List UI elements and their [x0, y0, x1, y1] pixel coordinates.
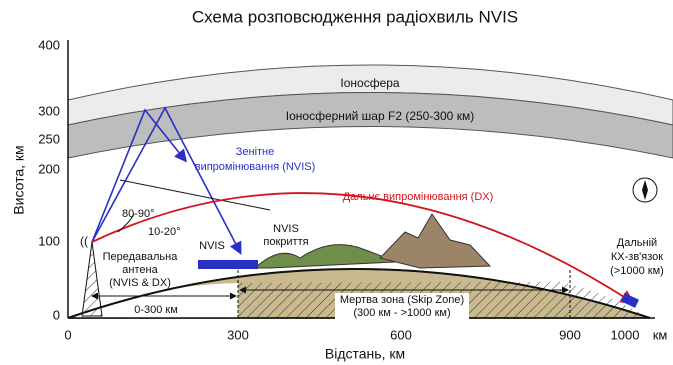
- nvis-coverage-label: NVIS: [273, 223, 299, 235]
- ionosphere-label: Іоносфера: [340, 76, 400, 90]
- range-label: 0-300 км: [134, 304, 178, 316]
- y-axis-label: Висота, км: [11, 145, 27, 214]
- antenna-tower: [82, 242, 102, 316]
- angle-high-label: 80-90°: [122, 208, 155, 220]
- antenna-label: Передавальна: [103, 251, 179, 263]
- x-tick-label: 1000: [611, 327, 640, 342]
- x-tick-label: 900: [559, 327, 581, 342]
- y-tick-label: 400: [38, 37, 60, 52]
- y-tick-label: 200: [38, 161, 60, 176]
- skip-zone-label: Мертва зона (Skip Zone): [340, 294, 464, 306]
- f2-label: Іоносферний шар F2 (250-300 км): [286, 109, 474, 123]
- x-tick-label: 600: [390, 327, 412, 342]
- y-tick-label: 300: [38, 103, 60, 118]
- x-tick-label: 0: [64, 327, 71, 342]
- nvis-radiation-label: Зенітне: [236, 146, 275, 158]
- x-axis-label: Відстань, км: [325, 346, 405, 362]
- nvis-label: NVIS: [199, 240, 225, 252]
- dx-radiation-label: Дальнє випромінювання (DX): [343, 191, 494, 203]
- angle-low-label: 10-20°: [148, 226, 181, 238]
- y-tick-label: 100: [38, 233, 60, 248]
- nvis-radiation-label: випромінювання (NVIS): [195, 161, 316, 173]
- receivers: [198, 260, 258, 269]
- long-range-label: Дальній: [617, 237, 657, 249]
- x-tick-label: 300: [227, 327, 249, 342]
- y-tick-label: 0: [53, 307, 60, 322]
- nvis-coverage-label: покриття: [263, 236, 308, 248]
- skip-zone-label: (300 км - >1000 км): [353, 307, 450, 319]
- x-tick-label: км: [653, 327, 668, 342]
- antenna-label: антена: [122, 264, 158, 276]
- antenna-label: (NVIS & DX): [109, 277, 171, 289]
- title: Схема розповсюдження радіохвиль NVIS: [192, 7, 518, 26]
- hills: [255, 245, 395, 268]
- diagram: Схема розповсюдження радіохвиль NVIS Іон…: [0, 0, 673, 365]
- long-range-label: (>1000 км): [610, 265, 664, 277]
- antenna-signal: ((: [80, 234, 88, 248]
- long-range-label: КХ-зв'язок: [611, 251, 663, 263]
- y-tick-label: 250: [38, 131, 60, 146]
